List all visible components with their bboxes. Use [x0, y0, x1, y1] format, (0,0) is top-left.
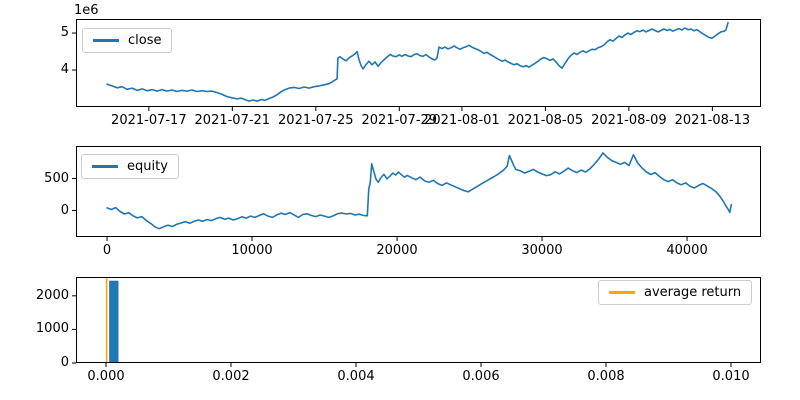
- legend-label-equity: equity: [127, 159, 168, 174]
- x-tick-label: 0.006: [462, 369, 500, 384]
- x-tick-label: 0: [102, 243, 112, 258]
- x-tick-label: 10000: [231, 243, 273, 258]
- x-tick-label: 0.010: [712, 369, 750, 384]
- x-tick-label: 0.002: [212, 369, 250, 384]
- x-tick-label: 2021-08-01: [424, 113, 500, 128]
- y-tick-label: 5: [60, 25, 69, 41]
- y-tick-label: 1000: [35, 321, 69, 337]
- legend-equity: equity: [81, 154, 179, 179]
- x-tick-label: 20000: [376, 243, 418, 258]
- x-tick-label: 2021-07-17: [111, 113, 187, 128]
- legend-label-average-return: average return: [644, 285, 742, 300]
- legend-line-swatch-equity: [92, 165, 118, 168]
- legend-line-swatch-average-return: [609, 291, 635, 294]
- x-tick-label: 2021-08-05: [507, 113, 584, 128]
- legend-average-return: average return: [598, 280, 753, 305]
- x-tick-label: 40000: [666, 243, 708, 258]
- y-tick-label: 0: [60, 355, 69, 370]
- legend-line-swatch-close: [93, 39, 119, 42]
- x-tick-label: 0.000: [87, 369, 125, 384]
- x-tick-label: 0.004: [337, 369, 375, 384]
- legend-label-close: close: [128, 33, 162, 48]
- x-tick-label: 2021-07-29: [361, 113, 438, 128]
- y-tick-label: 500: [44, 170, 69, 186]
- x-tick-label: 2021-07-21: [194, 113, 271, 128]
- y-tick-label: 0: [60, 202, 69, 218]
- x-tick-label: 2021-07-25: [278, 113, 354, 128]
- x-tick-label: 0.008: [587, 369, 625, 384]
- y-tick-label: 4: [60, 62, 69, 78]
- x-tick-label: 2021-08-13: [674, 113, 751, 128]
- legend-close: close: [82, 28, 173, 53]
- y-axis-offset-text: 1e6: [74, 3, 99, 18]
- x-tick-label: 30000: [521, 243, 563, 258]
- x-tick-label: 2021-08-09: [591, 113, 667, 128]
- y-tick-label: 2000: [35, 287, 69, 303]
